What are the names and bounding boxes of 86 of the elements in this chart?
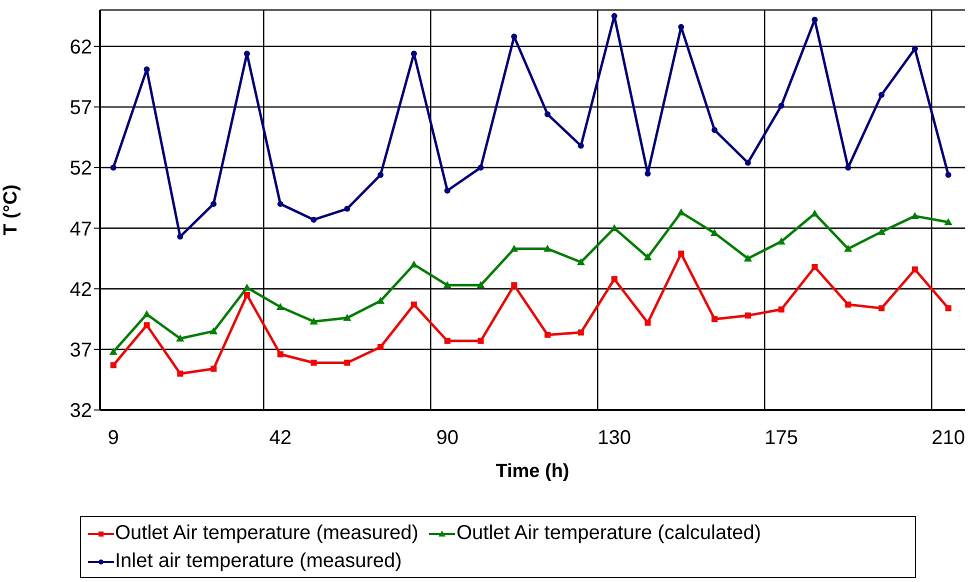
point (276, 302, 284, 310)
point (910, 212, 919, 220)
point (744, 312, 751, 318)
point (277, 351, 284, 358)
point (176, 334, 184, 342)
point (744, 160, 751, 166)
point (378, 172, 384, 178)
point (644, 253, 652, 260)
point (144, 322, 150, 328)
point (845, 302, 852, 308)
x-tick-label: 175 (764, 427, 798, 450)
point (644, 170, 651, 177)
point (410, 302, 417, 308)
point (778, 102, 784, 109)
point (177, 234, 184, 240)
point (578, 329, 584, 336)
y-tick-label: 47 (70, 218, 92, 240)
point (109, 348, 118, 355)
point (144, 66, 150, 72)
point (344, 360, 350, 366)
y-tick-label: 57 (70, 97, 92, 120)
point (678, 24, 684, 30)
point (376, 296, 385, 304)
legend-label: Outlet Air temperature (measured) (114, 521, 418, 546)
y-tick-label: 62 (70, 36, 92, 58)
point (878, 228, 886, 235)
point (544, 332, 551, 338)
point (344, 206, 350, 212)
y-tick-label: 32 (70, 400, 92, 422)
point (845, 164, 852, 171)
point (611, 276, 618, 282)
point (644, 320, 651, 326)
point (844, 244, 852, 252)
point (444, 188, 450, 194)
point (378, 344, 384, 350)
point (210, 327, 218, 334)
x-tick-label: 42 (269, 427, 292, 450)
point (110, 362, 116, 368)
legend-label: Outlet Air temperature (calculated) (455, 521, 762, 546)
point (778, 306, 784, 312)
point (476, 281, 485, 288)
point (310, 360, 317, 366)
point (812, 264, 818, 270)
point (544, 244, 552, 252)
point (478, 164, 484, 171)
point (578, 142, 584, 149)
point (177, 370, 184, 377)
point (277, 200, 284, 207)
point (210, 366, 217, 372)
point (244, 292, 250, 298)
point (576, 258, 585, 266)
x-tick-label: 90 (436, 427, 458, 450)
y-tick-label: 37 (70, 339, 92, 362)
point (945, 305, 952, 312)
point (210, 200, 217, 207)
point (242, 284, 251, 291)
point (110, 164, 116, 171)
point (610, 224, 618, 232)
point (944, 218, 952, 226)
y-tick-label: 52 (70, 158, 92, 180)
point (310, 318, 318, 325)
point (878, 305, 885, 312)
x-tick-label: 9 (108, 427, 119, 450)
y-tick-label: 42 (70, 278, 92, 301)
point (712, 316, 718, 322)
point (912, 266, 918, 272)
point (912, 46, 918, 52)
x-axis-title: Time (h) (496, 461, 570, 482)
x-tick-label: 210 (932, 427, 965, 450)
point (343, 314, 352, 321)
point (678, 250, 684, 257)
point (444, 338, 450, 344)
y-axis-title: T (°C) (0, 184, 22, 236)
point (443, 281, 452, 288)
point (777, 238, 786, 245)
point (878, 92, 885, 98)
point (511, 282, 518, 288)
point (478, 338, 484, 344)
x-tick-label: 130 (598, 427, 632, 450)
legend-label: Inlet air temperature (measured) (114, 549, 402, 574)
point (945, 172, 952, 178)
point (712, 127, 718, 133)
point (310, 216, 317, 223)
point (544, 111, 551, 118)
point (744, 254, 752, 262)
point (510, 244, 518, 252)
